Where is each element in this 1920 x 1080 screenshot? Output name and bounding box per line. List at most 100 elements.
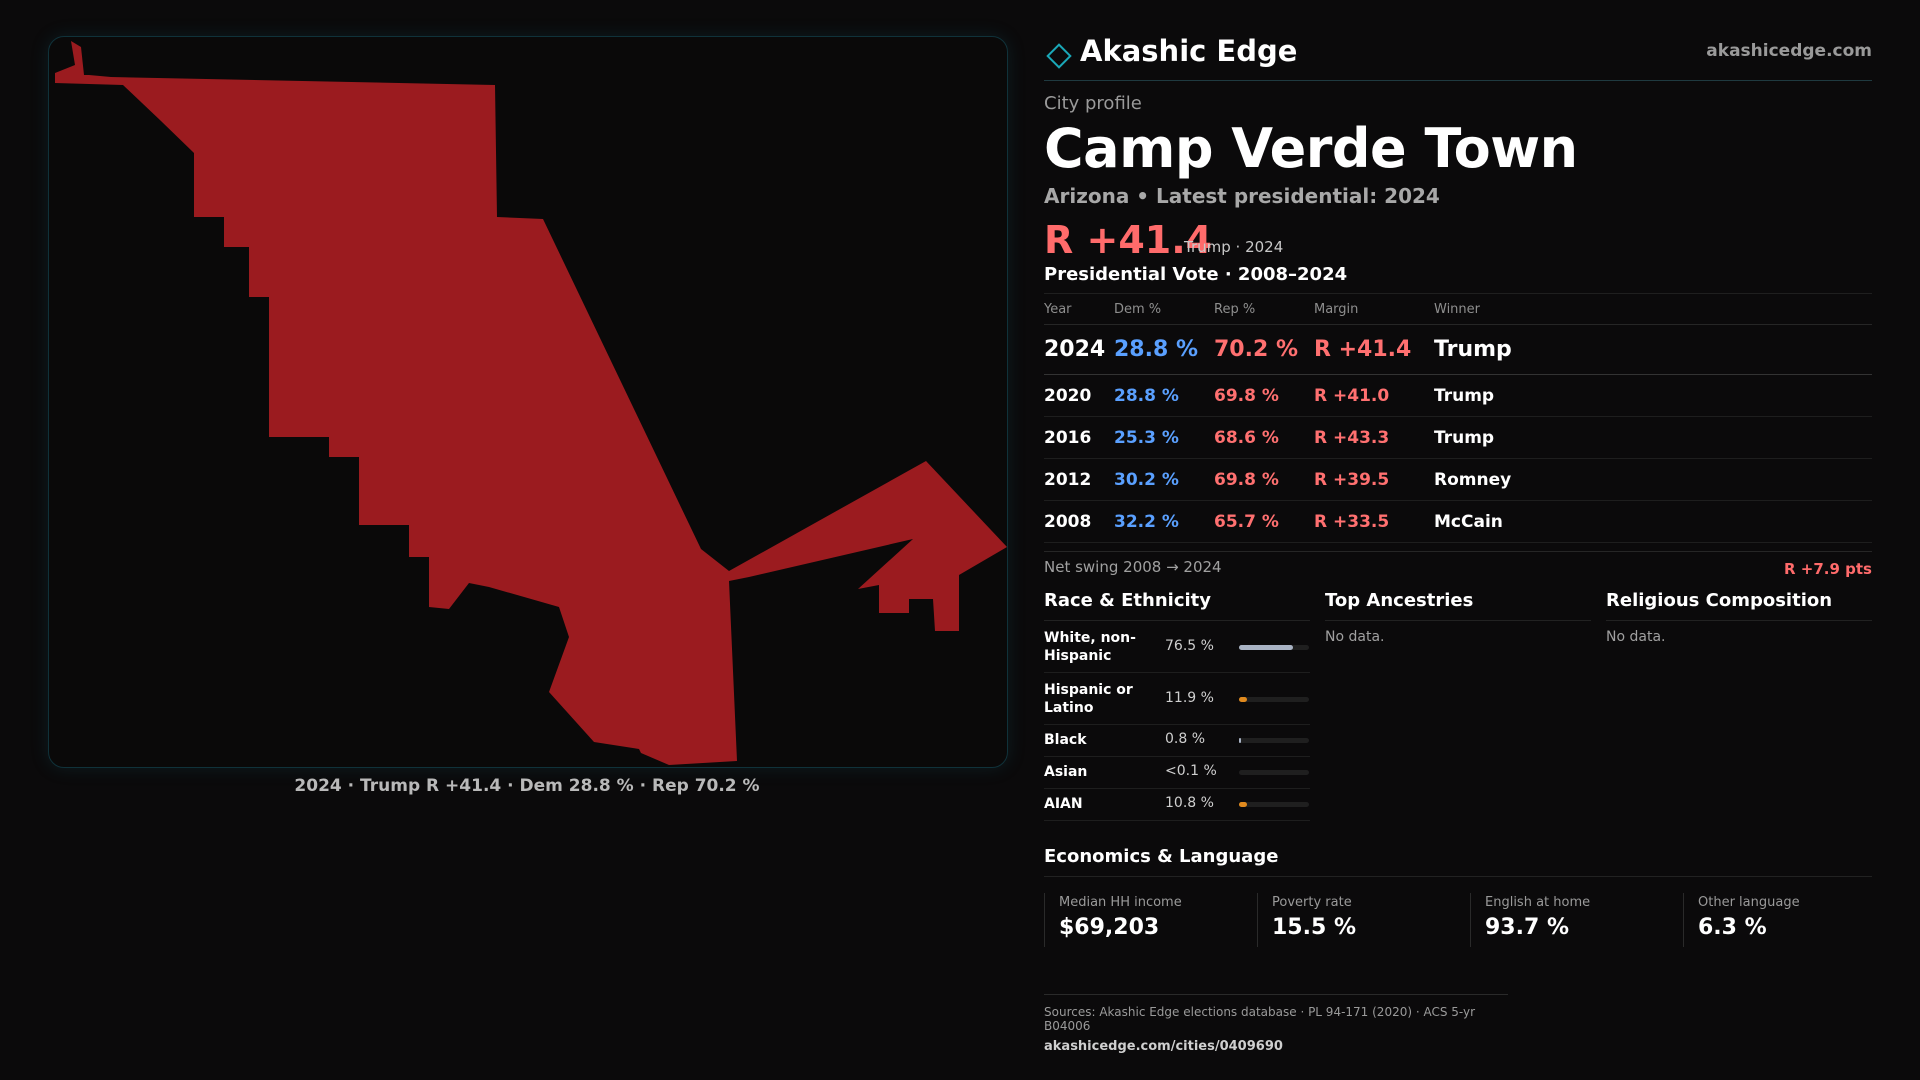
stat-value: 6.3 % (1698, 915, 1767, 941)
table-row: 2012 30.2 % 69.8 % R +39.5 Romney (1044, 458, 1872, 502)
table-row: 2024 28.8 % 70.2 % R +41.4 Trump (1044, 324, 1872, 376)
map-panel[interactable] (48, 36, 1008, 768)
vote-table: Year Dem % Rep % Margin Winner 2024 28.8… (1044, 294, 1872, 544)
race-row: Asian <0.1 % (1044, 757, 1310, 790)
stat-poverty-rate: Poverty rate 15.5 % (1257, 893, 1456, 948)
headline-margin: R +41.4 (1044, 218, 1213, 263)
ancestries-empty: No data. (1325, 629, 1385, 646)
race-value: 11.9 % (1165, 690, 1214, 707)
cell-rep: 65.7 % (1214, 500, 1314, 544)
cell-winner: Trump (1434, 324, 1872, 376)
race-bar-fill (1239, 645, 1293, 651)
city-boundary-map[interactable] (49, 37, 1007, 767)
race-title: Race & Ethnicity (1044, 588, 1310, 622)
race-bar-fill (1239, 738, 1241, 744)
race-bar-fill (1239, 802, 1247, 808)
cell-margin: R +41.4 (1314, 324, 1434, 376)
cell-year: 2008 (1044, 500, 1114, 544)
race-label: AIAN (1044, 796, 1083, 813)
race-row: Black 0.8 % (1044, 725, 1310, 758)
race-ethnicity-panel: Race & Ethnicity White, non-Hispanic 76.… (1044, 588, 1310, 822)
cell-margin: R +33.5 (1314, 500, 1434, 544)
brand-url-link[interactable]: akashicedge.com (1706, 41, 1872, 61)
race-row: White, non-Hispanic 76.5 % (1044, 621, 1310, 674)
race-value: 10.8 % (1165, 795, 1214, 812)
vote-section-title: Presidential Vote · 2008–2024 (1044, 264, 1872, 295)
stat-value: $69,203 (1059, 915, 1160, 941)
cell-rep: 70.2 % (1214, 324, 1314, 376)
cell-year: 2012 (1044, 458, 1114, 502)
cell-dem: 30.2 % (1114, 458, 1214, 502)
cell-margin: R +41.0 (1314, 374, 1434, 418)
net-swing: Net swing 2008 → 2024 R +7.9 pts (1044, 551, 1872, 584)
economics-stats: Median HH income $69,203 Poverty rate 15… (1044, 893, 1872, 973)
race-row: AIAN 10.8 % (1044, 789, 1310, 822)
stat-other-language: Other language 6.3 % (1683, 893, 1882, 948)
race-bar (1239, 697, 1309, 703)
cell-margin: R +43.3 (1314, 416, 1434, 460)
race-label: White, non-Hispanic (1044, 630, 1136, 665)
cell-margin: R +39.5 (1314, 458, 1434, 502)
race-label: Black (1044, 732, 1087, 749)
vote-table-header: Year Dem % Rep % Margin Winner (1044, 294, 1872, 326)
cell-rep: 68.6 % (1214, 416, 1314, 460)
col-rep: Rep % (1214, 294, 1314, 326)
race-bar (1239, 770, 1309, 776)
religion-empty: No data. (1606, 629, 1666, 646)
race-row: Hispanic or Latino 11.9 % (1044, 673, 1310, 726)
cell-dem: 32.2 % (1114, 500, 1214, 544)
race-label: Asian (1044, 764, 1088, 781)
stat-label: Median HH income (1059, 895, 1182, 911)
map-caption: 2024 · Trump R +41.4 · Dem 28.8 % · Rep … (294, 776, 760, 796)
brand-name[interactable]: Akashic Edge (1080, 34, 1298, 68)
cell-dem: 28.8 % (1114, 324, 1214, 376)
cell-year: 2020 (1044, 374, 1114, 418)
col-margin: Margin (1314, 294, 1434, 326)
ancestries-panel: Top Ancestries No data. (1325, 588, 1591, 645)
race-bar-fill (1239, 697, 1248, 703)
city-boundary-shape[interactable] (55, 41, 1007, 765)
headline-result: R +41.4 Trump · 2024 (1044, 218, 1872, 262)
page-subtitle: Arizona • Latest presidential: 2024 (1044, 184, 1440, 209)
table-row: 2016 25.3 % 68.6 % R +43.3 Trump (1044, 416, 1872, 460)
stat-english-home: English at home 93.7 % (1470, 893, 1669, 948)
race-value: 76.5 % (1165, 638, 1214, 655)
cell-year: 2024 (1044, 324, 1114, 376)
net-swing-value: R +7.9 pts (1784, 560, 1872, 579)
table-row: 2020 28.8 % 69.8 % R +41.0 Trump (1044, 374, 1872, 418)
race-value: <0.1 % (1165, 763, 1217, 780)
col-winner: Winner (1434, 294, 1872, 326)
religion-panel: Religious Composition No data. (1606, 588, 1872, 645)
demographics-section: Race & Ethnicity White, non-Hispanic 76.… (1044, 588, 1872, 838)
cell-dem: 25.3 % (1114, 416, 1214, 460)
city-permalink[interactable]: akashicedge.com/cities/0409690 (1044, 1039, 1283, 1054)
cell-winner: Trump (1434, 416, 1872, 460)
cell-rep: 69.8 % (1214, 458, 1314, 502)
economics-title: Economics & Language (1044, 846, 1872, 878)
stat-value: 15.5 % (1272, 915, 1356, 941)
profile-panel: Akashic Edge akashicedge.com City profil… (1044, 30, 1872, 973)
cell-winner: Romney (1434, 458, 1872, 502)
cell-year: 2016 (1044, 416, 1114, 460)
religion-title: Religious Composition (1606, 588, 1872, 622)
race-bar (1239, 802, 1309, 808)
sources-footer: Sources: Akashic Edge elections database… (1044, 994, 1508, 1054)
race-label: Hispanic or Latino (1044, 682, 1133, 717)
race-value: 0.8 % (1165, 731, 1206, 748)
race-bar (1239, 645, 1309, 651)
sources-text: Sources: Akashic Edge elections database… (1044, 1005, 1476, 1033)
cell-dem: 28.8 % (1114, 374, 1214, 418)
table-row: 2008 32.2 % 65.7 % R +33.5 McCain (1044, 500, 1872, 544)
cell-winner: McCain (1434, 500, 1872, 544)
stat-median-income: Median HH income $69,203 (1044, 893, 1243, 948)
headline-winner: Trump · 2024 (1184, 238, 1284, 257)
col-dem: Dem % (1114, 294, 1214, 326)
diamond-outline-icon (1046, 43, 1072, 69)
cell-rep: 69.8 % (1214, 374, 1314, 418)
cell-winner: Trump (1434, 374, 1872, 418)
page-title: Camp Verde Town (1044, 117, 1578, 180)
header: Akashic Edge akashicedge.com (1044, 30, 1872, 81)
stat-label: Other language (1698, 895, 1800, 911)
stat-value: 93.7 % (1485, 915, 1569, 941)
stat-label: English at home (1485, 895, 1591, 911)
